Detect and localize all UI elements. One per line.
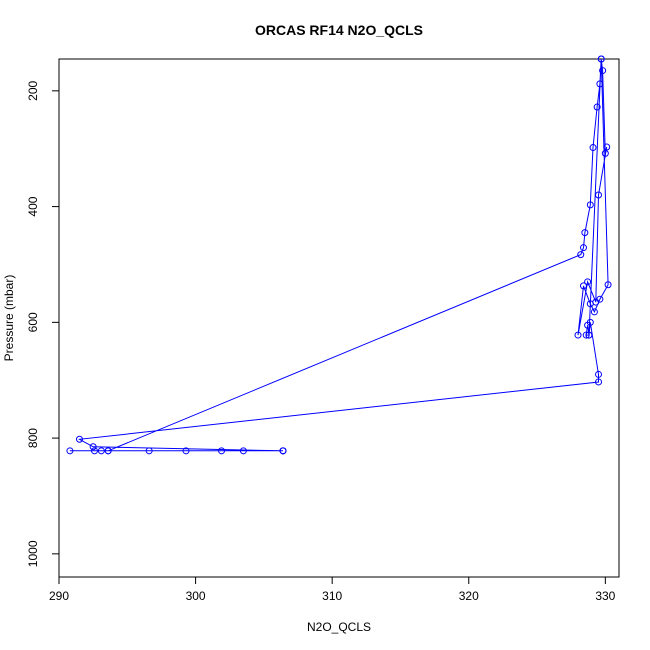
data-point: [599, 67, 607, 75]
y-tick-label: 200: [26, 81, 40, 101]
data-point: [279, 447, 287, 455]
x-axis: 290 300 310 320 330: [49, 576, 616, 603]
data-point: [596, 295, 604, 303]
data-point: [104, 447, 112, 455]
data-point: [595, 191, 603, 199]
data-point: [586, 201, 594, 209]
y-axis-label: Pressure (mbar): [2, 275, 16, 362]
data-point: [584, 278, 592, 286]
x-tick-label: 310: [322, 589, 342, 603]
data-point: [182, 447, 190, 455]
data-point: [595, 378, 603, 386]
data-point: [593, 103, 601, 111]
data-point: [581, 229, 589, 237]
x-tick-label: 320: [459, 589, 479, 603]
data-point: [218, 447, 226, 455]
data-point: [601, 149, 609, 157]
y-tick-label: 600: [26, 312, 40, 332]
data-point: [97, 447, 105, 455]
data-point: [145, 447, 153, 455]
series-line: [69, 58, 609, 452]
data-point: [579, 282, 587, 290]
data-point: [75, 435, 83, 443]
data-point: [91, 447, 99, 455]
chart-title: ORCAS RF14 N2O_QCLS: [255, 22, 423, 38]
data-point: [582, 331, 590, 339]
data-point: [577, 251, 585, 259]
data-point: [239, 447, 247, 455]
x-axis-label: N2O_QCLS: [307, 620, 371, 634]
data-point: [586, 318, 594, 326]
data-point: [603, 143, 611, 151]
data-point: [589, 144, 597, 152]
data-point: [66, 447, 74, 455]
x-tick-label: 290: [49, 589, 69, 603]
plot-area: [66, 55, 612, 455]
x-tick-label: 330: [595, 589, 615, 603]
data-point: [604, 281, 612, 289]
data-point: [585, 331, 593, 339]
data-point: [597, 55, 605, 63]
data-point: [574, 331, 582, 339]
plot-frame: [58, 58, 620, 578]
data-point: [579, 244, 587, 252]
y-tick-label: 400: [26, 196, 40, 216]
data-point: [586, 300, 594, 308]
x-tick-label: 300: [186, 589, 206, 603]
y-tick-label: 1000: [26, 540, 40, 567]
data-point: [595, 370, 603, 378]
data-point: [590, 308, 598, 316]
y-axis: 200 400 600 800 1000: [26, 81, 60, 567]
y-tick-label: 800: [26, 428, 40, 448]
data-point: [596, 80, 604, 88]
data-point: [89, 443, 97, 451]
